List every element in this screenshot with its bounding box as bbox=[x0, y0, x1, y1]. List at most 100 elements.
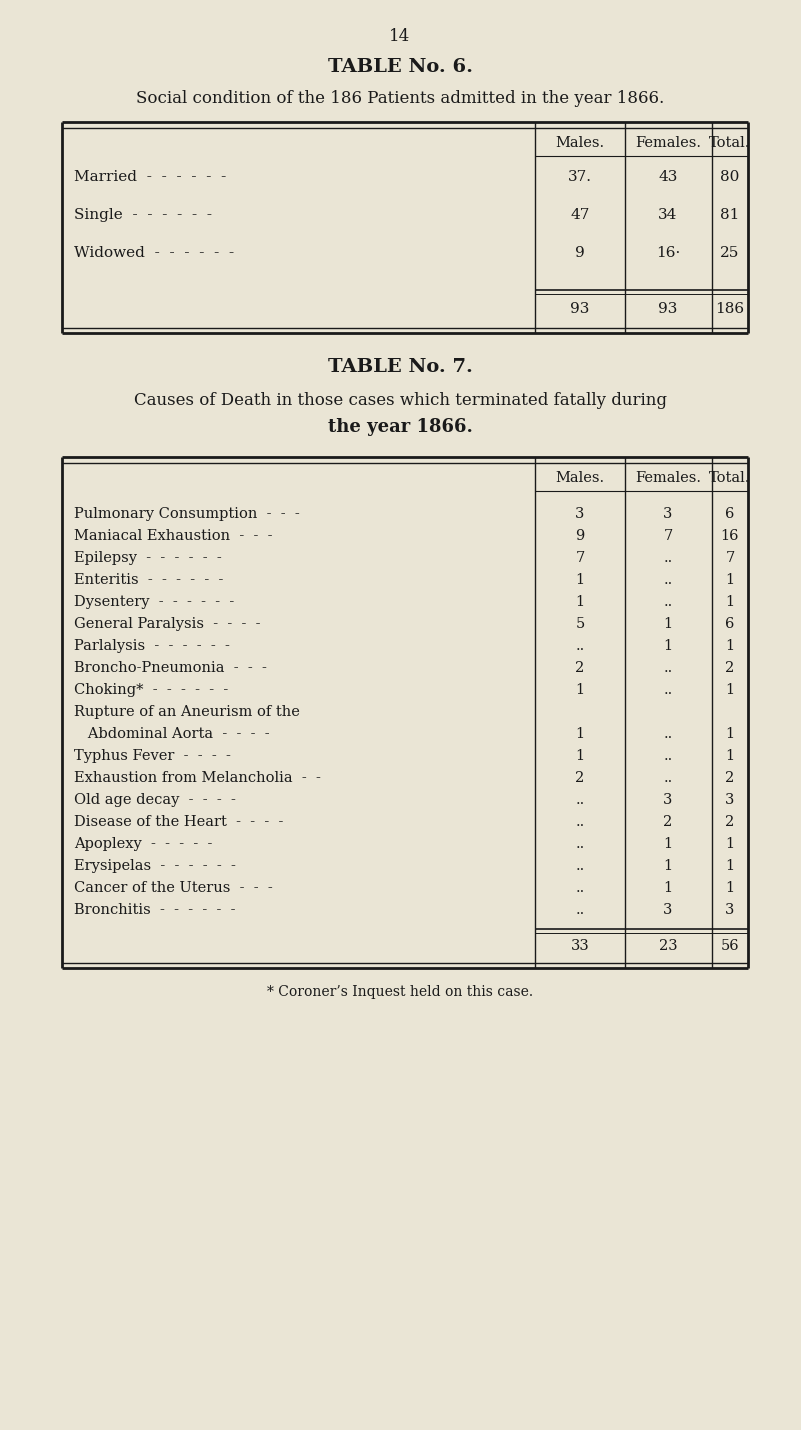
Text: Broncho-Pneumonia  -  -  -: Broncho-Pneumonia - - - bbox=[74, 661, 267, 675]
Text: ..: .. bbox=[575, 881, 585, 895]
Text: 1: 1 bbox=[726, 573, 735, 586]
Text: Cancer of the Uterus  -  -  -: Cancer of the Uterus - - - bbox=[74, 881, 273, 895]
Text: Rupture of an Aneurism of the: Rupture of an Aneurism of the bbox=[74, 705, 300, 719]
Text: 93: 93 bbox=[658, 302, 678, 316]
Text: 1: 1 bbox=[575, 749, 585, 764]
Text: Females.: Females. bbox=[635, 470, 701, 485]
Text: ..: .. bbox=[575, 794, 585, 807]
Text: 47: 47 bbox=[570, 207, 590, 222]
Text: ..: .. bbox=[575, 859, 585, 872]
Text: 6: 6 bbox=[726, 616, 735, 631]
Text: 2: 2 bbox=[726, 771, 735, 785]
Text: 80: 80 bbox=[720, 170, 739, 184]
Text: ..: .. bbox=[663, 726, 673, 741]
Text: ..: .. bbox=[575, 639, 585, 654]
Text: 2: 2 bbox=[575, 771, 585, 785]
Text: 1: 1 bbox=[575, 595, 585, 609]
Text: Typhus Fever  -  -  -  -: Typhus Fever - - - - bbox=[74, 749, 231, 764]
Text: the year 1866.: the year 1866. bbox=[328, 418, 473, 436]
Text: 1: 1 bbox=[726, 684, 735, 696]
Text: TABLE No. 7.: TABLE No. 7. bbox=[328, 358, 473, 376]
Text: 1: 1 bbox=[663, 616, 673, 631]
Text: General Paralysis  -  -  -  -: General Paralysis - - - - bbox=[74, 616, 260, 631]
Text: Social condition of the 186 Patients admitted in the year 1866.: Social condition of the 186 Patients adm… bbox=[136, 90, 664, 107]
Text: Pulmonary Consumption  -  -  -: Pulmonary Consumption - - - bbox=[74, 508, 300, 521]
Text: Parlalysis  -  -  -  -  -  -: Parlalysis - - - - - - bbox=[74, 639, 230, 654]
Text: Causes of Death in those cases which terminated fatally during: Causes of Death in those cases which ter… bbox=[134, 392, 666, 409]
Text: ..: .. bbox=[663, 684, 673, 696]
Text: 9: 9 bbox=[575, 529, 585, 543]
Text: 93: 93 bbox=[570, 302, 590, 316]
Text: 43: 43 bbox=[658, 170, 678, 184]
Text: Maniacal Exhaustion  -  -  -: Maniacal Exhaustion - - - bbox=[74, 529, 272, 543]
Text: 9: 9 bbox=[575, 246, 585, 260]
Text: Single  -  -  -  -  -  -: Single - - - - - - bbox=[74, 207, 212, 222]
Text: Apoplexy  -  -  -  -  -: Apoplexy - - - - - bbox=[74, 837, 212, 851]
Text: 1: 1 bbox=[663, 859, 673, 872]
Text: 3: 3 bbox=[663, 794, 673, 807]
Text: 23: 23 bbox=[658, 940, 678, 952]
Text: 2: 2 bbox=[726, 661, 735, 675]
Text: Old age decay  -  -  -  -: Old age decay - - - - bbox=[74, 794, 235, 807]
Text: Disease of the Heart  -  -  -  -: Disease of the Heart - - - - bbox=[74, 815, 284, 829]
Text: 7: 7 bbox=[663, 529, 673, 543]
Text: 3: 3 bbox=[663, 902, 673, 917]
Text: 34: 34 bbox=[658, 207, 678, 222]
Text: 14: 14 bbox=[389, 29, 411, 44]
Text: Widowed  -  -  -  -  -  -: Widowed - - - - - - bbox=[74, 246, 234, 260]
Text: 81: 81 bbox=[720, 207, 739, 222]
Text: 16·: 16· bbox=[656, 246, 680, 260]
Text: 1: 1 bbox=[663, 837, 673, 851]
Text: 3: 3 bbox=[663, 508, 673, 521]
Text: 1: 1 bbox=[575, 573, 585, 586]
Text: Total.: Total. bbox=[710, 136, 751, 150]
Text: ..: .. bbox=[663, 749, 673, 764]
Text: 1: 1 bbox=[575, 684, 585, 696]
Text: 7: 7 bbox=[575, 551, 585, 565]
Text: Males.: Males. bbox=[555, 470, 605, 485]
Text: 37.: 37. bbox=[568, 170, 592, 184]
Text: 16: 16 bbox=[721, 529, 739, 543]
Text: 1: 1 bbox=[663, 881, 673, 895]
Text: 33: 33 bbox=[570, 940, 590, 952]
Text: 56: 56 bbox=[721, 940, 739, 952]
Text: * Coroner’s Inquest held on this case.: * Coroner’s Inquest held on this case. bbox=[267, 985, 533, 1000]
Text: 1: 1 bbox=[726, 639, 735, 654]
Text: ..: .. bbox=[575, 902, 585, 917]
Text: 2: 2 bbox=[575, 661, 585, 675]
Text: 1: 1 bbox=[726, 837, 735, 851]
Text: Erysipelas  -  -  -  -  -  -: Erysipelas - - - - - - bbox=[74, 859, 235, 872]
Text: Males.: Males. bbox=[555, 136, 605, 150]
Text: 25: 25 bbox=[720, 246, 739, 260]
Text: 5: 5 bbox=[575, 616, 585, 631]
Text: 1: 1 bbox=[575, 726, 585, 741]
Text: 1: 1 bbox=[726, 881, 735, 895]
Text: ..: .. bbox=[663, 661, 673, 675]
Text: TABLE No. 6.: TABLE No. 6. bbox=[328, 59, 473, 76]
Text: 1: 1 bbox=[726, 726, 735, 741]
Text: Enteritis  -  -  -  -  -  -: Enteritis - - - - - - bbox=[74, 573, 223, 586]
Text: 7: 7 bbox=[726, 551, 735, 565]
Text: ..: .. bbox=[663, 551, 673, 565]
Text: Total.: Total. bbox=[710, 470, 751, 485]
Text: Choking*  -  -  -  -  -  -: Choking* - - - - - - bbox=[74, 684, 228, 696]
Text: ..: .. bbox=[575, 837, 585, 851]
Text: 1: 1 bbox=[726, 859, 735, 872]
Text: 2: 2 bbox=[663, 815, 673, 829]
Text: 1: 1 bbox=[726, 595, 735, 609]
Text: 186: 186 bbox=[715, 302, 745, 316]
Text: Bronchitis  -  -  -  -  -  -: Bronchitis - - - - - - bbox=[74, 902, 235, 917]
Text: 3: 3 bbox=[726, 902, 735, 917]
Text: Exhaustion from Melancholia  -  -: Exhaustion from Melancholia - - bbox=[74, 771, 321, 785]
Text: Females.: Females. bbox=[635, 136, 701, 150]
Text: Married  -  -  -  -  -  -: Married - - - - - - bbox=[74, 170, 226, 184]
Text: 1: 1 bbox=[726, 749, 735, 764]
Text: Dysentery  -  -  -  -  -  -: Dysentery - - - - - - bbox=[74, 595, 234, 609]
Text: ..: .. bbox=[663, 595, 673, 609]
Text: ..: .. bbox=[575, 815, 585, 829]
Text: ..: .. bbox=[663, 771, 673, 785]
Text: Abdominal Aorta  -  -  -  -: Abdominal Aorta - - - - bbox=[74, 726, 270, 741]
Text: 2: 2 bbox=[726, 815, 735, 829]
Text: 3: 3 bbox=[575, 508, 585, 521]
Text: 3: 3 bbox=[726, 794, 735, 807]
